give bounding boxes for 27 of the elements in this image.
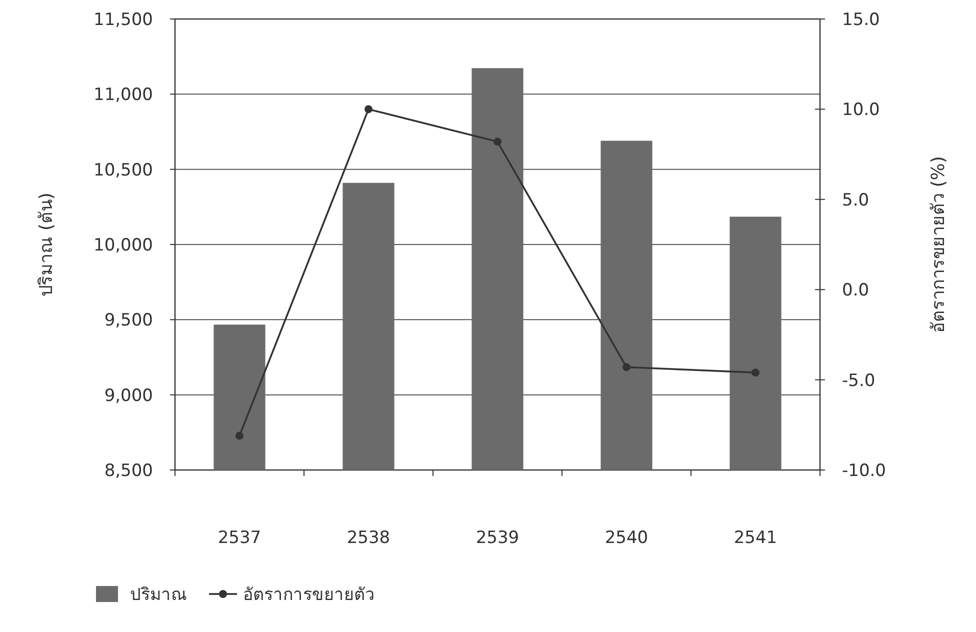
- y-tick-label: 10,000: [94, 236, 153, 256]
- y-tick-label: 9,500: [104, 310, 153, 331]
- y2-tick-label: 15.0: [842, 10, 880, 30]
- y2-tick-label: -10.0: [842, 461, 886, 481]
- y-tick-label: 9,000: [104, 386, 153, 406]
- x-tick-label: 2537: [218, 528, 262, 548]
- legend-label: ปริมาณ: [130, 585, 187, 605]
- y-tick-label: 11,000: [94, 85, 153, 106]
- x-tick-label: 2539: [476, 528, 520, 548]
- y2-axis-title: อัตราการขยายตัว (%): [928, 156, 949, 333]
- y-tick-label: 11,500: [94, 10, 153, 30]
- x-tick-label: 2541: [734, 528, 778, 548]
- x-tick-label: 2540: [604, 528, 648, 548]
- y2-tick-label: 10.0: [842, 100, 880, 120]
- point: [752, 368, 760, 377]
- y-tick-label: 10,500: [94, 160, 153, 180]
- legend-label: อัตราการขยายตัว: [243, 585, 375, 605]
- y-tick-label: 8,500: [104, 461, 153, 481]
- point: [622, 363, 630, 372]
- y-axis-title: ปริมาณ (ตัน): [36, 192, 57, 296]
- x-tick-label: 2538: [346, 528, 390, 548]
- point: [494, 138, 502, 146]
- y2-tick-label: 5.0: [842, 190, 870, 210]
- point: [236, 432, 244, 440]
- y2-tick-label: -5.0: [842, 370, 876, 391]
- y2-tick-label: 0.0: [842, 280, 870, 301]
- point: [364, 105, 372, 114]
